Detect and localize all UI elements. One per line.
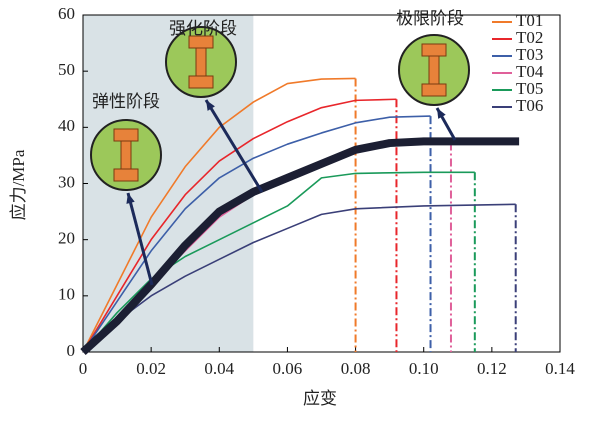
annotation: 强化阶段: [169, 19, 237, 38]
y-tick-label: 60: [58, 4, 75, 23]
y-tick-label: 40: [58, 116, 75, 135]
y-tick-label: 0: [67, 341, 76, 360]
y-tick-label: 50: [58, 60, 75, 79]
y-axis-label: 应力/MPa: [9, 149, 28, 220]
arrow-head: [126, 193, 135, 204]
legend-label: T01: [516, 11, 543, 30]
icon-grip: [188, 75, 214, 89]
series-line: [82, 115, 431, 353]
series-line: [82, 171, 475, 353]
arrow-head: [206, 100, 215, 111]
icon-grip: [421, 83, 447, 97]
annotation: 弹性阶段: [92, 92, 160, 111]
x-tick-label: 0: [79, 359, 88, 378]
icon-neck: [428, 55, 440, 85]
y-tick-label: 30: [58, 172, 75, 191]
icon-grip: [421, 43, 447, 57]
x-tick-label: 0.06: [273, 359, 303, 378]
legend-label: T06: [516, 96, 543, 115]
icon-grip: [113, 168, 139, 182]
x-tick-label: 0.08: [341, 359, 371, 378]
plot-frame: [82, 14, 561, 353]
x-tick-label: 0.12: [477, 359, 507, 378]
y-tick-label: 20: [58, 229, 75, 248]
arrow-head: [437, 108, 446, 119]
x-tick-label: 0.14: [545, 359, 575, 378]
legend-label: T02: [516, 28, 543, 47]
x-tick-label: 0.02: [136, 359, 166, 378]
legend-label: T04: [516, 62, 544, 81]
trend-line: [80, 137, 520, 355]
specimen-icon: [165, 26, 237, 98]
series-line: [82, 77, 356, 353]
x-tick-label: 0.04: [204, 359, 234, 378]
arrow-shaft: [204, 99, 264, 193]
arrow-shaft: [126, 192, 154, 286]
legend-label: T03: [516, 45, 543, 64]
specimen-icon: [398, 34, 470, 106]
annotation: 极限阶段: [396, 9, 464, 28]
series-line: [82, 203, 516, 353]
specimen-icon: [90, 119, 162, 191]
icon-grip: [113, 128, 139, 142]
x-tick-label: 0.10: [409, 359, 439, 378]
icon-neck: [195, 47, 207, 77]
x-axis-label: 应变: [303, 389, 337, 408]
icon-neck: [120, 140, 132, 170]
legend-label: T05: [516, 79, 543, 98]
y-tick-label: 10: [58, 285, 75, 304]
